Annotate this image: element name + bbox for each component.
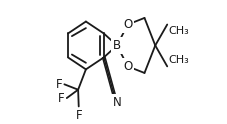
Text: O: O [123, 18, 132, 31]
Text: B: B [112, 39, 121, 52]
Text: O: O [123, 60, 132, 73]
Text: N: N [112, 96, 121, 109]
Text: F: F [56, 78, 62, 91]
Text: CH₃: CH₃ [168, 55, 188, 65]
Text: F: F [58, 92, 65, 105]
Text: CH₃: CH₃ [168, 26, 188, 36]
Text: F: F [75, 109, 82, 122]
